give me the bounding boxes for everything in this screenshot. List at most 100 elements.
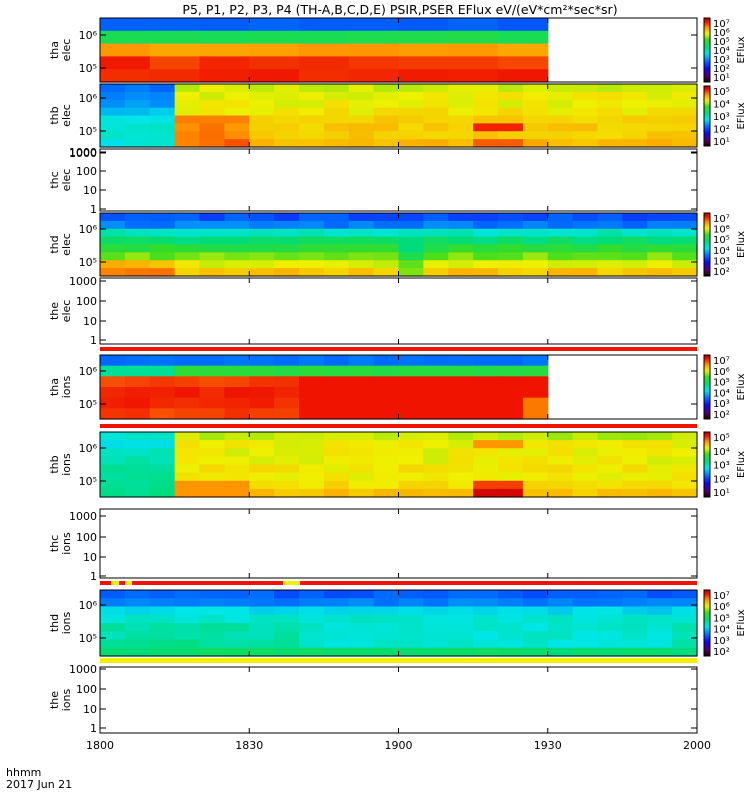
thd-elec-cell [572, 220, 599, 230]
thb-elec-cell [249, 107, 275, 117]
thd-elec-cell [149, 244, 176, 253]
thd-ions-colorbar-segment [704, 608, 710, 611]
thb-elec-cell [423, 99, 449, 109]
thb-ions-cell [547, 464, 574, 474]
thb-elec-cell [274, 91, 300, 101]
thd-ions-cell [398, 590, 424, 599]
thd-elec-cell [423, 236, 449, 246]
thb-ions-cell [498, 480, 524, 490]
thd-ions-cell [274, 614, 300, 624]
tha-ions-colorbar-segment [704, 403, 710, 406]
thb-ions-cell [398, 440, 424, 449]
thd-elec-y-tick-label: 10⁶ [79, 223, 98, 236]
tha-ions-cell [100, 397, 126, 409]
tha-ions-colorbar-segment [704, 379, 710, 382]
tha-elec-colorbar-segment [704, 30, 710, 33]
thd-ions-cell [597, 590, 623, 599]
tha-elec-colorbar-segment [704, 27, 710, 30]
thb-ions-cell [672, 472, 698, 482]
thd-elec-cell [572, 213, 599, 222]
thb-ions-cell [199, 480, 225, 490]
thb-elec-cell [174, 99, 201, 109]
thd-ions-cell [473, 614, 499, 624]
thd-ions-cell [672, 614, 698, 624]
thb-ions-colorbar-segment [704, 441, 710, 444]
thd-elec-cell [647, 213, 673, 222]
thc-elec-y-tick-label: 100 [76, 165, 97, 178]
thb-elec-cell [274, 107, 300, 117]
thb-elec-label-probe: thb [48, 106, 61, 124]
tha-elec-cell [199, 43, 250, 57]
thb-elec-cell [274, 115, 300, 124]
tha-ions-cell [100, 365, 126, 377]
thb-elec-colorbar-segment [704, 122, 710, 124]
thb-ions-cell [299, 480, 325, 490]
thd-ions-colorbar-segment [704, 599, 710, 603]
thb-ions-colorbar-frame [703, 431, 711, 498]
thd-elec-cell [100, 213, 126, 222]
thb-elec-cell [498, 99, 524, 109]
tha-ions-cell [373, 387, 400, 399]
thd-elec-cell [149, 213, 176, 222]
thb-ions-cell [100, 432, 126, 441]
thb-elec-cell [149, 99, 176, 109]
thb-elec-label: thbelec [48, 104, 73, 127]
thd-ions-cell [149, 590, 176, 599]
thb-elec-cell [398, 115, 424, 124]
tha-ions-cell [224, 397, 250, 409]
thb-ions-colorbar-segment [704, 435, 710, 438]
thd-elec-cell [373, 268, 400, 277]
thb-ions-cell [149, 488, 176, 498]
thd-elec-cell [323, 213, 350, 222]
thd-elec-cell [373, 252, 400, 261]
thb-ions-cell [348, 472, 375, 482]
thd-ions-cell [299, 623, 325, 632]
thd-ions-cell [199, 647, 225, 657]
tha-ions-colorbar-segment [704, 361, 710, 364]
thb-elec-cell [647, 123, 673, 132]
thb-elec-colorbar-segment [704, 95, 710, 97]
tha-ions-colorbar-segment [704, 404, 710, 407]
thb-ions-cell [647, 456, 673, 466]
thb-ions-cell [149, 456, 176, 466]
tha-ions-cell [149, 365, 176, 377]
thb-ions-cell [274, 464, 300, 474]
thd-ions-colorbar-segment [704, 598, 710, 601]
thd-ions-cell [522, 598, 549, 608]
thd-elec-cell [498, 228, 524, 238]
thb-ions-cell [498, 456, 524, 466]
thd-elec-cell [149, 228, 176, 238]
thb-ions-cell [647, 432, 673, 441]
the-ions-y-tick-label: 100 [76, 683, 97, 696]
tha-ions-cell [348, 397, 375, 409]
thd-ions-cell [224, 647, 250, 657]
thb-ions-cell [149, 440, 176, 449]
thd-ions-colorbar-segment [704, 613, 710, 616]
thb-ions-cell [124, 432, 151, 441]
thd-ions-cell [647, 647, 673, 657]
thd-elec-cell [522, 268, 549, 277]
thb-elec-cell [149, 123, 176, 132]
tha-elec-colorbar-segment [704, 61, 710, 64]
thd-elec-cell [174, 244, 201, 253]
thb-elec-y-tick-label: 10⁵ [79, 125, 97, 138]
tha-elec-cell [348, 30, 400, 45]
thb-elec-cell [473, 123, 499, 132]
thb-elec-cell [224, 115, 250, 124]
thd-elec-cell [498, 260, 524, 269]
tha-ions-label-species: ions [60, 375, 73, 398]
thd-elec-cell [124, 228, 151, 238]
tha-elec-cell [149, 69, 201, 83]
thb-ions-cell [348, 432, 375, 441]
tha-ions-cell [498, 376, 524, 388]
thb-ions-cell [473, 464, 499, 474]
tha-elec-cell [199, 30, 250, 45]
thc-ions-y-tick-label: 1000 [69, 510, 97, 523]
tha-elec-cell [448, 30, 499, 45]
tha-ions-cell [423, 376, 449, 388]
thd-ions-cell [647, 623, 673, 632]
thb-ions-colorbar-segment [704, 477, 710, 480]
thd-ions-cell [323, 639, 350, 649]
the-ions-frame [99, 666, 698, 734]
thd-elec-cell [398, 213, 424, 222]
